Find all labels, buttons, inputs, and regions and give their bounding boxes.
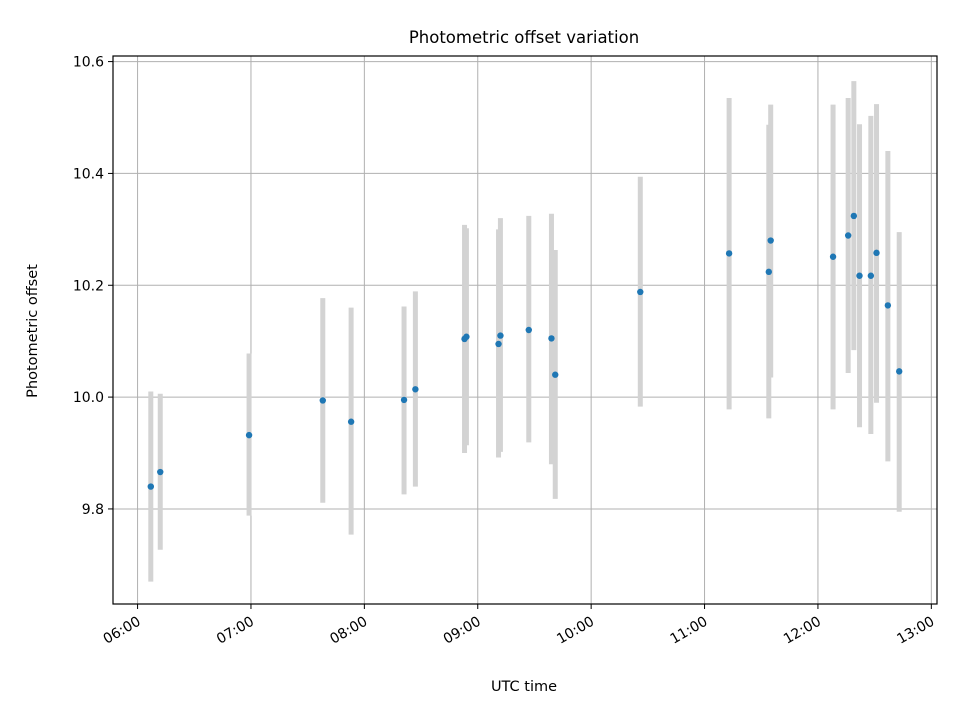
data-point bbox=[147, 483, 154, 490]
data-point bbox=[319, 397, 326, 404]
data-point bbox=[245, 431, 253, 439]
data-points bbox=[147, 212, 903, 490]
data-point bbox=[844, 232, 852, 239]
data-point bbox=[896, 368, 903, 375]
data-point bbox=[157, 468, 164, 476]
data-point bbox=[850, 212, 858, 220]
y-tick-label: 9.8 bbox=[82, 502, 104, 518]
data-point bbox=[412, 386, 419, 393]
data-point bbox=[495, 340, 502, 348]
data-point bbox=[497, 332, 504, 339]
data-point bbox=[552, 371, 559, 378]
grid-lines bbox=[113, 56, 937, 604]
data-point bbox=[400, 396, 408, 404]
data-point bbox=[829, 253, 837, 260]
data-point bbox=[637, 288, 644, 296]
data-point bbox=[347, 418, 355, 425]
chart-title: Photometric offset variation bbox=[409, 28, 639, 47]
data-point bbox=[525, 326, 532, 334]
y-axis-ticks: 9.8 10.0 10.2 10.4 10.6 bbox=[73, 55, 113, 518]
y-tick-label: 10.0 bbox=[73, 390, 104, 406]
y-tick-label: 10.2 bbox=[73, 278, 104, 294]
y-axis-label: Photometric offset bbox=[25, 264, 41, 398]
data-point bbox=[548, 335, 555, 342]
plot-frame bbox=[112, 55, 938, 605]
data-point bbox=[867, 272, 875, 279]
data-point bbox=[765, 268, 772, 276]
y-tick-label: 10.4 bbox=[73, 166, 104, 182]
data-point bbox=[873, 249, 880, 257]
data-point bbox=[725, 250, 733, 257]
data-point bbox=[767, 237, 774, 244]
data-point bbox=[463, 333, 470, 340]
data-point bbox=[856, 272, 863, 279]
x-axis-label: UTC time bbox=[491, 679, 557, 695]
y-tick-label: 10.6 bbox=[73, 55, 104, 71]
data-point bbox=[884, 302, 892, 309]
